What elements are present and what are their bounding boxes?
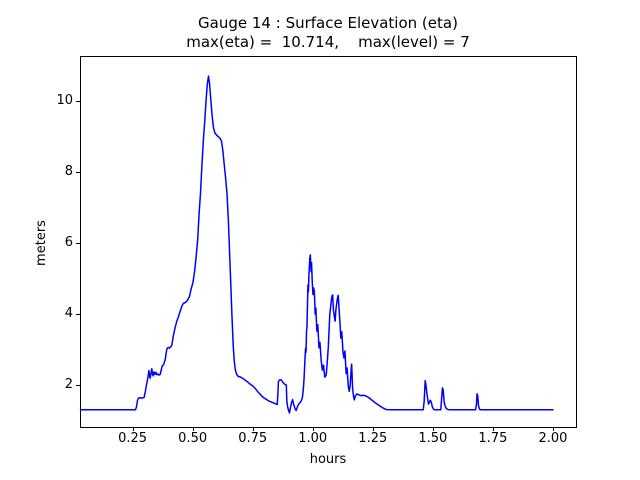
x-tick-label: 1.00 — [298, 431, 328, 446]
x-tick-label: 1.75 — [478, 431, 508, 446]
chart-title: Gauge 14 : Surface Elevation (eta) — [198, 14, 458, 32]
y-tick-label: 10 — [56, 93, 73, 109]
x-tick-label: 0.50 — [178, 431, 208, 446]
x-tick-label: 0.25 — [118, 431, 148, 446]
x-axis-label: hours — [309, 452, 347, 467]
chart-subtitle: max(eta) = 10.714, max(level) = 7 — [186, 33, 470, 51]
x-tick-label: 2.00 — [538, 431, 568, 446]
data-line-eta — [79, 75, 554, 414]
x-tick-label: 0.75 — [238, 431, 268, 446]
y-tick-label: 6 — [64, 235, 73, 251]
x-tick-label: 1.50 — [418, 431, 448, 446]
y-tick-label: 4 — [64, 306, 73, 322]
plot-border — [80, 56, 577, 428]
y-tick-label: 8 — [64, 164, 73, 180]
y-tick-label: 2 — [64, 376, 73, 392]
x-tick-label: 1.25 — [358, 431, 388, 446]
